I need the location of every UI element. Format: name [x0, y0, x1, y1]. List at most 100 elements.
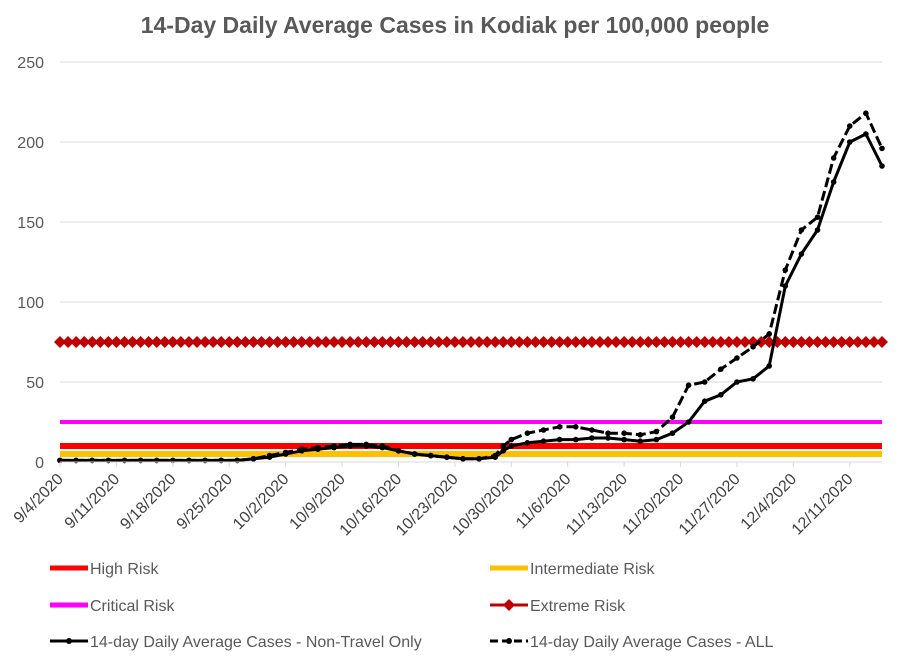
- risk-marker: [489, 336, 502, 348]
- data-point: [556, 436, 563, 443]
- data-point: [718, 366, 724, 373]
- legend-label: Extreme Risk: [530, 598, 626, 615]
- data-point: [637, 438, 644, 445]
- data-point: [750, 376, 756, 382]
- risk-marker: [642, 336, 655, 348]
- risk-marker: [78, 336, 91, 348]
- data-point: [814, 214, 821, 220]
- data-point: [331, 443, 337, 449]
- data-point: [701, 398, 708, 405]
- y-tick-label: 0: [35, 455, 44, 472]
- data-point: [589, 435, 595, 441]
- risk-marker: [360, 336, 373, 348]
- risk-marker: [835, 336, 848, 348]
- risk-marker: [811, 336, 824, 348]
- risk-marker: [666, 336, 679, 348]
- data-point: [653, 428, 660, 435]
- risk-marker: [142, 336, 155, 348]
- legend-marker: [503, 599, 515, 611]
- data-point: [500, 443, 507, 449]
- data-point: [637, 432, 644, 438]
- risk-marker: [569, 336, 582, 348]
- risk-marker: [698, 336, 711, 348]
- risk-marker: [134, 336, 147, 348]
- risk-marker: [682, 336, 695, 348]
- data-point: [411, 451, 418, 457]
- risk-marker: [239, 336, 252, 348]
- risk-marker: [505, 336, 518, 348]
- risk-marker: [86, 336, 99, 348]
- risk-marker: [787, 336, 800, 348]
- y-tick-label: 250: [17, 55, 44, 72]
- data-point: [734, 355, 740, 361]
- data-point: [500, 448, 507, 454]
- risk-marker: [610, 336, 623, 348]
- legend-marker: [506, 638, 512, 644]
- risk-marker: [376, 336, 389, 348]
- series-lines: [57, 110, 885, 464]
- risk-marker: [795, 336, 808, 348]
- risk-marker: [150, 336, 163, 348]
- data-point: [508, 443, 515, 449]
- risk-marker: [416, 336, 429, 348]
- risk-marker: [102, 336, 115, 348]
- risk-marker: [110, 336, 123, 348]
- x-tick-label: 11/27/2020: [676, 471, 744, 539]
- risk-marker: [658, 336, 671, 348]
- risk-marker: [207, 336, 220, 348]
- legend-item: 14-day Daily Average Cases - ALL: [490, 634, 774, 651]
- legend-label: 14-day Daily Average Cases - Non-Travel …: [90, 634, 422, 651]
- risk-marker: [368, 336, 381, 348]
- risk-marker: [529, 336, 542, 348]
- y-tick-label: 150: [17, 215, 44, 232]
- risk-marker: [456, 336, 469, 348]
- data-point: [879, 145, 885, 152]
- risk-marker: [408, 336, 421, 348]
- data-point: [572, 436, 579, 443]
- risk-marker: [432, 336, 445, 348]
- data-point: [830, 179, 837, 185]
- data-point: [830, 155, 837, 161]
- legend-item: High Risk: [50, 561, 159, 578]
- risk-marker: [473, 336, 486, 348]
- risk-lines: [54, 336, 888, 457]
- data-point: [621, 436, 627, 443]
- data-point: [766, 363, 772, 369]
- risk-marker: [553, 336, 566, 348]
- data-point: [266, 452, 273, 459]
- risk-marker: [223, 336, 236, 348]
- legend-item: Critical Risk: [50, 598, 175, 615]
- data-point: [524, 440, 531, 446]
- risk-marker: [174, 336, 187, 348]
- gridlines: [60, 61, 882, 383]
- data-point: [863, 131, 869, 137]
- data-point: [685, 419, 692, 425]
- risk-marker: [602, 336, 614, 348]
- risk-marker: [255, 336, 268, 348]
- data-point: [363, 441, 370, 448]
- legend: High Risk Intermediate Risk Critical Risk E…: [50, 561, 774, 651]
- risk-marker: [537, 336, 550, 348]
- data-point: [589, 427, 595, 433]
- risk-marker: [593, 336, 606, 348]
- risk-marker: [400, 336, 413, 348]
- risk-marker: [62, 336, 75, 348]
- risk-marker: [585, 336, 598, 348]
- data-point: [250, 456, 257, 462]
- data-point: [395, 448, 402, 454]
- risk-marker: [247, 336, 260, 348]
- risk-marker: [158, 336, 171, 348]
- data-point: [540, 427, 547, 433]
- risk-marker: [126, 336, 139, 348]
- risk-marker: [231, 336, 244, 348]
- risk-marker: [303, 336, 316, 348]
- data-point: [653, 436, 660, 443]
- risk-marker: [674, 336, 687, 348]
- risk-marker: [191, 336, 203, 348]
- data-point: [750, 344, 756, 350]
- risk-marker: [465, 336, 477, 348]
- risk-marker: [843, 336, 856, 348]
- data-point: [556, 424, 563, 430]
- risk-marker: [827, 336, 840, 348]
